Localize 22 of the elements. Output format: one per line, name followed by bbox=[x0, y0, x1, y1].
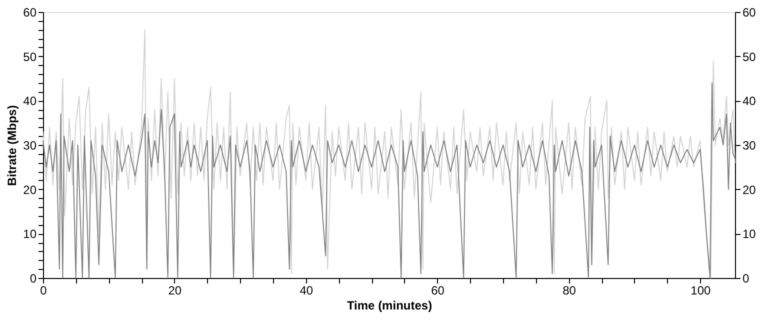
y-tick-label: 50 bbox=[23, 50, 37, 64]
x-tick-label: 40 bbox=[300, 284, 314, 298]
x-tick-label: 60 bbox=[431, 284, 445, 298]
y-tick-label: 40 bbox=[23, 94, 37, 108]
y2-tick-label: 10 bbox=[742, 227, 756, 242]
y-tick-label: 0 bbox=[30, 272, 37, 286]
y-tick-label: 30 bbox=[23, 138, 37, 152]
x-tick-label: 80 bbox=[562, 284, 576, 298]
y-axis-title: Bitrate (Mbps) bbox=[5, 105, 20, 186]
y2-tick-label: 60 bbox=[742, 6, 756, 20]
y2-tick-label: 50 bbox=[742, 50, 756, 64]
y-tick-label: 10 bbox=[23, 227, 37, 242]
y-tick-label: 60 bbox=[23, 6, 37, 20]
y-tick-label: 20 bbox=[23, 182, 37, 197]
y2-tick-label: 20 bbox=[742, 182, 756, 197]
x-tick-label: 0 bbox=[40, 284, 48, 298]
y2-tick-label: 0 bbox=[742, 272, 750, 286]
y2-tick-label: 30 bbox=[742, 138, 756, 152]
x-tick-label: 20 bbox=[168, 284, 182, 298]
x-axis-title: Time (minutes) bbox=[346, 298, 432, 312]
x-tick-label: 100 bbox=[690, 284, 711, 298]
y2-tick-label: 40 bbox=[742, 94, 756, 108]
